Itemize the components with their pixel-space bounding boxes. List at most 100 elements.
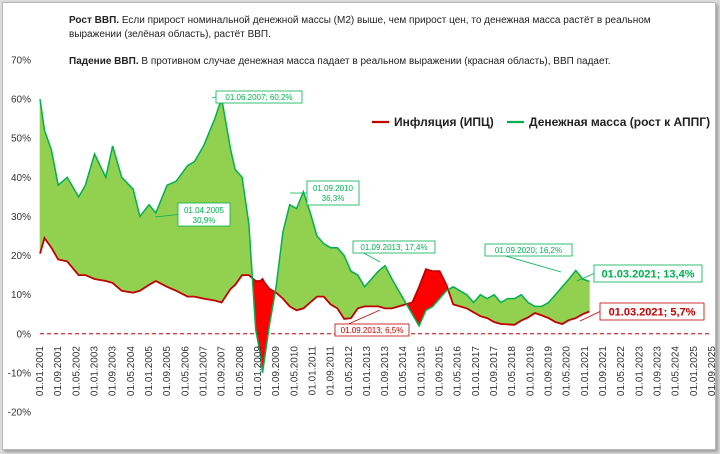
y-tick-label: 30% — [11, 212, 31, 223]
y-tick-label: -20% — [8, 408, 31, 419]
x-tick-label: 01.09.2003 — [108, 346, 119, 396]
growth-area — [166, 180, 177, 292]
y-tick-label: 10% — [11, 290, 31, 301]
annotation-box — [484, 243, 573, 257]
x-tick-label: 01.01.2009 — [253, 346, 264, 396]
annotation-box — [599, 302, 705, 321]
legend-label-money: Денежная масса (рост к АППГ) — [529, 115, 710, 129]
growth-area — [507, 298, 515, 326]
fall-area — [432, 270, 440, 308]
annotation-box — [334, 323, 410, 337]
annotation-text: 01.03.2021; 13,4% — [602, 268, 695, 280]
gdp-fall-text: В противном случае денежная масса падает… — [138, 56, 611, 67]
growth-area — [289, 204, 297, 311]
x-tick-label: 01.01.2017 — [471, 346, 482, 396]
growth-area — [241, 177, 250, 276]
gdp-fall-title: Падение ВВП. — [69, 56, 139, 67]
x-tick-label: 01.09.2005 — [162, 346, 173, 396]
annotation-text: 01.09.2010 — [313, 184, 354, 193]
annotation-box — [593, 264, 703, 283]
x-tick-label: 01.01.2025 — [689, 346, 700, 396]
x-tick-label: 01.09.2021 — [598, 346, 609, 396]
annotation-box — [352, 240, 436, 254]
annotation-text: 30,9% — [193, 216, 216, 225]
annotation-leader — [154, 214, 179, 218]
x-tick-label: 01.09.2025 — [707, 346, 718, 396]
inflation-line — [39, 235, 590, 326]
annotation-text: 01.04.2005 — [184, 206, 225, 215]
y-tick-label: 60% — [11, 95, 31, 106]
x-tick-label: 01.09.2013 — [380, 346, 391, 396]
x-tick-label: 01.01.2015 — [416, 346, 427, 396]
annotation-box — [306, 180, 360, 206]
growth-area — [66, 176, 79, 276]
x-tick-label: 01.05.2022 — [616, 346, 627, 396]
growth-area — [85, 153, 95, 280]
growth-area — [214, 98, 222, 303]
x-tick-label: 01.01.2003 — [89, 346, 100, 396]
annotation-box — [177, 202, 231, 227]
x-tick-label: 01.09.2007 — [217, 346, 228, 396]
x-tick-label: 01.05.2020 — [562, 346, 573, 396]
y-tick-label: -10% — [8, 368, 31, 379]
growth-area — [148, 203, 157, 286]
annotation-box — [215, 90, 303, 104]
x-tick-label: 01.09.2009 — [271, 346, 282, 396]
x-tick-label: 01.09.2015 — [435, 346, 446, 396]
x-tick-label: 01.09.2017 — [489, 346, 500, 396]
fill-areas — [39, 98, 590, 373]
y-tick-label: 50% — [11, 134, 31, 145]
growth-area — [296, 191, 304, 311]
growth-area — [112, 145, 122, 292]
x-tick-label: 01.05.2010 — [289, 346, 300, 396]
x-tick-label: 01.05.2006 — [180, 346, 191, 396]
annotation-text: 01.03.2021; 5,7% — [609, 306, 696, 318]
x-tick-label: 01.05.2008 — [235, 346, 246, 396]
annotation-inflation-2013: 01.09.2013; 6,5% — [334, 309, 410, 337]
growth-area — [230, 149, 236, 290]
x-tick-label: 01.09.2011 — [326, 346, 337, 396]
growth-area — [57, 176, 68, 262]
x-tick-label: 01.09.2023 — [653, 346, 664, 396]
y-axis: 70% 60% 50% 40% 30% 20% 10% 0% -10% -20% — [8, 56, 31, 419]
gdp-fall-note: Падение ВВП. В противном случае денежная… — [69, 55, 689, 69]
x-tick-label: 01.05.2012 — [344, 346, 355, 396]
annotation-leader — [579, 311, 601, 322]
x-tick-label: 01.01.2011 — [307, 346, 318, 396]
x-tick-label: 01.05.2002 — [71, 346, 82, 396]
fall-area — [425, 268, 434, 311]
y-tick-label: 40% — [11, 173, 31, 184]
growth-area — [105, 145, 113, 284]
growth-area — [582, 278, 590, 315]
growth-area — [337, 246, 345, 320]
annotation-text: 01.09.2013; 6,5% — [341, 326, 404, 335]
x-axis: 01.01.2001 01.09.2001 01.05.2002 01.01.2003… — [35, 346, 718, 396]
growth-area — [187, 161, 195, 297]
annotation-text: 36,3% — [322, 194, 345, 203]
annotation-money-2020: 01.09.2020; 16,2% — [484, 243, 573, 273]
x-tick-label: 01.05.2024 — [671, 346, 682, 396]
x-tick-label: 01.01.2001 — [35, 346, 46, 396]
x-tick-label: 01.05.2016 — [453, 346, 464, 396]
y-tick-label: 0% — [17, 329, 32, 340]
annotation-money-2021: 01.03.2021; 13,4% — [576, 264, 703, 283]
annotation-leader — [576, 273, 595, 282]
annotation-text: 01.09.2013; 17,4% — [360, 243, 427, 252]
growth-area — [175, 164, 188, 298]
growth-area — [221, 98, 231, 304]
growth-area — [121, 176, 134, 294]
growth-area — [330, 247, 338, 309]
annotation-text: 01.06.2007; 60,2% — [225, 93, 292, 102]
legend: Инфляция (ИПЦ) Денежная масса (рост к АПП… — [372, 115, 710, 129]
x-tick-label: 01.05.2018 — [507, 346, 518, 396]
gdp-growth-note: Рост ВВП. Если прирост номинальной денеж… — [69, 14, 689, 42]
legend-label-inflation: Инфляция (ИПЦ) — [394, 115, 494, 129]
y-tick-label: 20% — [11, 251, 31, 262]
annotation-money-2007: 01.06.2007; 60,2% — [211, 90, 303, 104]
growth-area — [377, 265, 386, 309]
annotation-money-2013: 01.09.2013; 17,4% — [352, 240, 436, 263]
annotation-leader — [211, 96, 217, 99]
